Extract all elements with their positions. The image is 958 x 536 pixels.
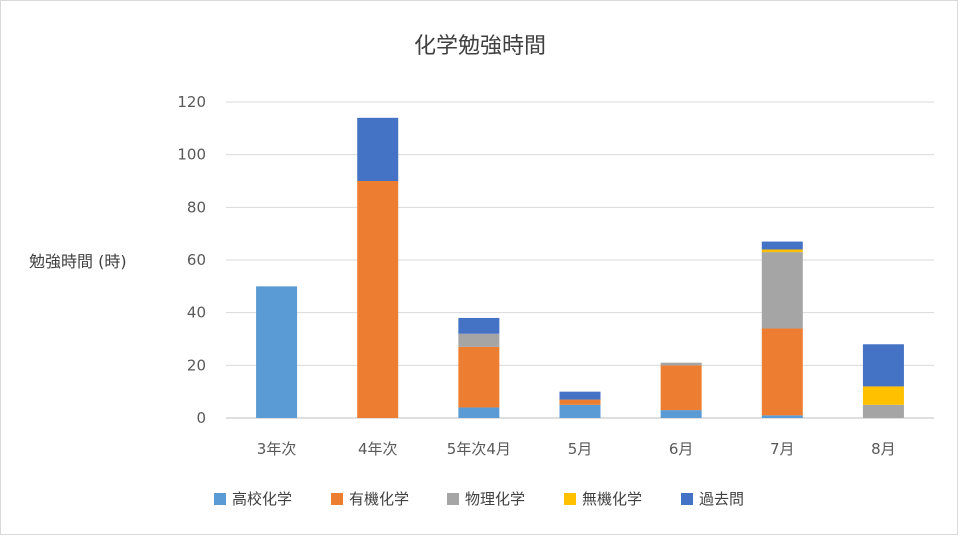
y-tick-label: 20 (187, 356, 206, 374)
bar-segment (357, 181, 399, 418)
bar-segment (761, 249, 803, 253)
bar-segment (660, 362, 702, 366)
bar-segment (862, 386, 904, 405)
x-tick-label: 5年次4月 (447, 440, 511, 458)
bar-segment (862, 344, 904, 387)
legend-swatch (214, 493, 226, 505)
x-tick-label: 4年次 (358, 440, 398, 458)
bar-segment (862, 404, 904, 418)
y-tick-labels: 0 20 40 60 80 100 120 (177, 93, 206, 427)
legend[interactable]: 高校化学 有機化学 物理化学 無機化学 過去問 (214, 490, 744, 508)
chart-title: 化学勉強時間 (414, 34, 546, 59)
legend-label: 過去問 (699, 490, 744, 508)
legend-swatch (564, 493, 576, 505)
x-tick-label: 5月 (568, 440, 593, 458)
x-tick-label: 3年次 (257, 440, 297, 458)
bar-segment (660, 410, 702, 418)
bar-segment (559, 391, 601, 400)
bar-segment (761, 252, 803, 329)
legend-swatch (331, 493, 343, 505)
bar-segment (357, 117, 399, 181)
y-tick-label: 60 (187, 251, 206, 269)
legend-swatch (447, 493, 459, 505)
y-tick-label: 0 (196, 409, 206, 427)
x-tick-labels: 3年次 4年次 5年次4月 5月 6月 7月 8月 (257, 440, 896, 458)
bar-segment (559, 399, 601, 405)
bar-segment (660, 365, 702, 411)
bar-segment (458, 317, 500, 334)
bar-segment (761, 328, 803, 416)
x-tick-label: 6月 (669, 440, 694, 458)
legend-swatch (681, 493, 693, 505)
x-tick-label: 7月 (770, 440, 795, 458)
bar-segment (761, 415, 803, 418)
y-axis-label: 勉強時間 (時) (29, 252, 127, 271)
bar-segment (458, 333, 500, 347)
bar-segment (458, 407, 500, 418)
bar-segment (761, 241, 803, 250)
bar-segment (458, 346, 500, 408)
legend-label: 有機化学 (349, 490, 409, 508)
y-tick-label: 100 (177, 146, 206, 164)
x-tick-label: 8月 (871, 440, 896, 458)
bar-segment (559, 404, 601, 418)
bars (256, 117, 904, 418)
y-tick-label: 80 (187, 198, 206, 216)
legend-label: 高校化学 (232, 490, 292, 508)
bar-segment (256, 286, 298, 418)
legend-label: 物理化学 (465, 490, 525, 508)
gridlines (226, 101, 934, 419)
y-tick-label: 40 (187, 304, 206, 322)
y-tick-label: 120 (177, 93, 206, 111)
legend-label: 無機化学 (582, 490, 642, 508)
